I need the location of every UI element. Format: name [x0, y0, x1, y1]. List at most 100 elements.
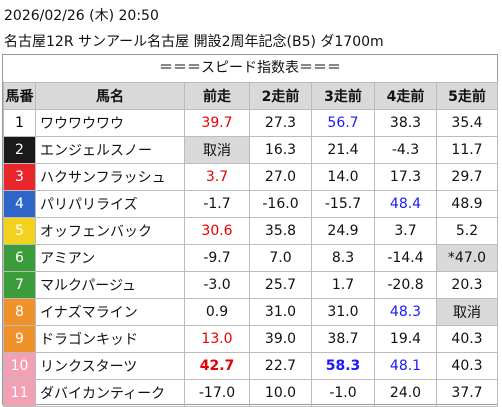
speed-index: 39.7: [184, 109, 250, 137]
speed-index: 19.4: [374, 325, 437, 353]
speed-index: -20.8: [374, 271, 437, 299]
speed-index: 48.3: [374, 298, 437, 326]
speed-index: 3.7: [184, 163, 250, 191]
horse-name: ドラゴンキッド: [35, 325, 185, 353]
speed-index: 20.3: [436, 271, 498, 299]
speed-index: 27.0: [249, 163, 312, 191]
speed-index: 35.4: [436, 109, 498, 137]
column-header: 3走前: [311, 82, 375, 110]
speed-index: 1.7: [311, 271, 375, 299]
horse-name: ダバイカンティーク: [35, 379, 185, 407]
speed-index: 42.7: [184, 352, 250, 380]
speed-index: 48.9: [436, 190, 498, 218]
table-title: ＝＝＝スピード指数表＝＝＝: [159, 60, 341, 76]
horse-row: 7 マルクパージュ -3.0 25.7 1.7 -20.8 20.3: [3, 271, 498, 299]
speed-index: 37.7: [436, 379, 498, 407]
horse-row: 10 リンクスターツ 42.7 22.7 58.3 48.1 40.3: [3, 352, 498, 380]
horse-name: アミアン: [35, 244, 185, 272]
speed-index: -14.4: [374, 244, 437, 272]
speed-index: 27.3: [249, 109, 312, 137]
speed-index: 8.3: [311, 244, 375, 272]
horse-row: 9 ドラゴンキッド 13.0 39.0 38.7 19.4 40.3: [3, 325, 498, 353]
horse-row: 11 ダバイカンティーク -17.0 10.0 -1.0 24.0 37.7: [3, 379, 498, 407]
race-info: 名古屋12R サンアール名古屋 開設2周年記念(B5) ダ1700m: [4, 34, 384, 50]
horse-row: 2 エンジェルスノー 取消 16.3 21.4 -4.3 11.7: [3, 136, 498, 164]
speed-index: 5.2: [436, 217, 498, 245]
horse-name: ハクサンフラッシュ: [35, 163, 185, 191]
horse-row: 8 イナズマライン 0.9 31.0 31.0 48.3 取消: [3, 298, 498, 326]
table-box: ＝＝＝スピード指数表＝＝＝ 馬番 馬名 前走 2走前 3走前 4走前 5走前 1 ワウワウワウ…: [2, 54, 498, 407]
horse-row: 6 アミアン -9.7 7.0 8.3 -14.4 *47.0: [3, 244, 498, 272]
speed-index: -4.3: [374, 136, 437, 164]
column-header: 馬番: [3, 82, 36, 110]
speed-index: 31.0: [311, 298, 375, 326]
horse-number: 7: [3, 271, 36, 299]
speed-index: 48.4: [374, 190, 437, 218]
speed-index: -3.0: [184, 271, 250, 299]
speed-index: -17.0: [184, 379, 250, 407]
column-header: 2走前: [249, 82, 312, 110]
horse-name: オッフェンバック: [35, 217, 185, 245]
speed-index: 35.8: [249, 217, 312, 245]
speed-index: -16.0: [249, 190, 312, 218]
speed-index: 38.3: [374, 109, 437, 137]
horse-number: 2: [3, 136, 36, 164]
speed-index: 30.6: [184, 217, 250, 245]
horse-row: 4 パリパリライズ -1.7 -16.0 -15.7 48.4 48.9: [3, 190, 498, 218]
horse-number: 9: [3, 325, 36, 353]
speed-index: 48.1: [374, 352, 437, 380]
speed-index: 58.3: [311, 352, 375, 380]
horse-row: 5 オッフェンバック 30.6 35.8 24.9 3.7 5.2: [3, 217, 498, 245]
horse-number: 8: [3, 298, 36, 326]
horse-number: 5: [3, 217, 36, 245]
header-row: 馬番 馬名 前走 2走前 3走前 4走前 5走前: [3, 82, 498, 110]
horse-row: 1 ワウワウワウ 39.7 27.3 56.7 38.3 35.4: [3, 109, 498, 137]
column-header: 馬名: [35, 82, 185, 110]
horse-name: イナズマライン: [35, 298, 185, 326]
speed-index: 24.9: [311, 217, 375, 245]
speed-index: -15.7: [311, 190, 375, 218]
column-header: 4走前: [374, 82, 437, 110]
horse-name: エンジェルスノー: [35, 136, 185, 164]
speed-index: 24.0: [374, 379, 437, 407]
speed-index: 取消: [436, 298, 498, 326]
speed-index: 40.3: [436, 352, 498, 380]
speed-index: -9.7: [184, 244, 250, 272]
speed-index: 取消: [184, 136, 250, 164]
speed-index: 21.4: [311, 136, 375, 164]
speed-index: 7.0: [249, 244, 312, 272]
horse-name: ワウワウワウ: [35, 109, 185, 137]
speed-index: 13.0: [184, 325, 250, 353]
column-header: 5走前: [436, 82, 498, 110]
speed-index: 31.0: [249, 298, 312, 326]
speed-index: 17.3: [374, 163, 437, 191]
speed-index: 22.7: [249, 352, 312, 380]
speed-index: 39.0: [249, 325, 312, 353]
horse-row: 3 ハクサンフラッシュ 3.7 27.0 14.0 17.3 29.7: [3, 163, 498, 191]
speed-index: 38.7: [311, 325, 375, 353]
horse-number: 4: [3, 190, 36, 218]
datetime: 2026/02/26 (木) 20:50: [4, 8, 159, 24]
horse-number: 6: [3, 244, 36, 272]
speed-index: 3.7: [374, 217, 437, 245]
speed-index: 0.9: [184, 298, 250, 326]
horse-name: パリパリライズ: [35, 190, 185, 218]
horse-number: 3: [3, 163, 36, 191]
speed-index: 16.3: [249, 136, 312, 164]
speed-index: 14.0: [311, 163, 375, 191]
speed-table: 馬番 馬名 前走 2走前 3走前 4走前 5走前 1 ワウワウワウ 39.7 27.3 56.7 38…: [3, 82, 498, 407]
speed-index: 29.7: [436, 163, 498, 191]
column-header: 前走: [184, 82, 250, 110]
speed-index: 56.7: [311, 109, 375, 137]
horse-number: 1: [3, 109, 36, 137]
speed-index: 40.3: [436, 325, 498, 353]
speed-index: 10.0: [249, 379, 312, 407]
horse-name: マルクパージュ: [35, 271, 185, 299]
speed-index: 25.7: [249, 271, 312, 299]
horse-name: リンクスターツ: [35, 352, 185, 380]
horse-number: 10: [3, 352, 36, 380]
horse-number: 11: [3, 379, 36, 407]
speed-index: -1.0: [311, 379, 375, 407]
speed-index: 11.7: [436, 136, 498, 164]
